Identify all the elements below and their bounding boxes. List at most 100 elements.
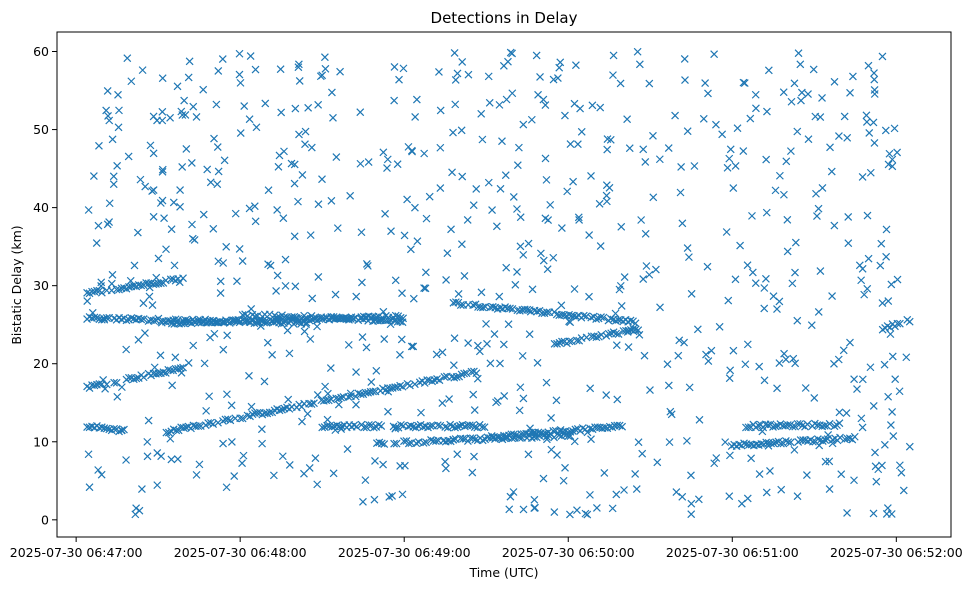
data-point — [222, 242, 231, 251]
data-point — [173, 82, 182, 91]
data-point — [639, 145, 648, 154]
data-point — [184, 73, 193, 82]
data-point — [559, 476, 568, 485]
data-point — [114, 90, 122, 99]
data-point — [294, 197, 302, 206]
data-point — [495, 292, 504, 301]
data-point — [469, 390, 478, 399]
data-point — [166, 366, 175, 375]
data-point — [814, 204, 823, 213]
data-point — [391, 424, 400, 433]
data-point — [359, 315, 368, 324]
data-point — [502, 432, 511, 441]
data-point — [264, 260, 272, 269]
data-point — [352, 292, 361, 301]
data-point — [252, 123, 261, 132]
data-point — [192, 113, 201, 121]
data-point — [460, 422, 469, 431]
data-point — [558, 337, 566, 346]
data-point — [392, 439, 401, 448]
data-point — [844, 239, 853, 248]
data-point — [687, 289, 696, 298]
data-point — [318, 71, 327, 80]
data-point — [440, 373, 449, 381]
data-point — [493, 396, 502, 405]
data-point — [153, 481, 162, 490]
data-point — [702, 350, 710, 359]
data-point — [406, 421, 415, 430]
data-point — [421, 268, 430, 277]
data-point — [616, 281, 625, 290]
data-point — [802, 471, 811, 479]
data-point — [675, 336, 684, 345]
data-point — [243, 411, 252, 420]
data-point — [346, 315, 355, 323]
data-point — [556, 58, 565, 67]
data-point — [399, 64, 408, 73]
data-point — [793, 419, 802, 428]
data-point — [542, 435, 551, 444]
data-point — [549, 253, 558, 262]
data-point — [496, 359, 504, 368]
x-axis-label: Time (UTC) — [468, 565, 538, 580]
data-point — [467, 367, 476, 376]
data-point — [725, 154, 734, 163]
data-point — [175, 278, 184, 287]
data-point — [775, 171, 784, 180]
data-point — [790, 445, 799, 454]
data-point — [83, 288, 91, 297]
data-point — [173, 455, 182, 463]
data-point — [549, 427, 558, 435]
data-point — [449, 361, 458, 370]
data-point — [761, 274, 770, 283]
data-point — [180, 96, 189, 105]
data-point — [844, 213, 853, 221]
data-point — [878, 299, 887, 308]
y-tick-label: 30 — [33, 278, 49, 293]
data-point — [115, 106, 123, 115]
data-point — [642, 262, 651, 270]
data-point — [199, 210, 208, 219]
data-point — [683, 127, 692, 136]
data-point — [327, 88, 336, 97]
data-point — [95, 141, 103, 150]
data-point — [741, 360, 750, 369]
data-point — [865, 129, 874, 137]
data-point — [263, 409, 272, 418]
data-point — [327, 196, 336, 205]
data-point — [425, 192, 434, 201]
data-point — [450, 49, 459, 57]
data-point — [135, 506, 144, 515]
data-point — [743, 261, 752, 270]
data-point — [788, 279, 797, 288]
data-point — [132, 374, 141, 383]
data-point — [620, 273, 629, 281]
data-point — [158, 107, 167, 116]
data-point — [176, 364, 185, 373]
data-point — [107, 279, 116, 288]
data-point — [275, 406, 284, 415]
data-point — [383, 164, 391, 172]
data-point — [871, 462, 880, 471]
data-point — [478, 436, 487, 445]
data-point — [331, 426, 340, 435]
data-point — [90, 313, 99, 322]
data-point — [663, 360, 672, 369]
data-point — [295, 77, 304, 85]
data-point — [219, 345, 228, 354]
data-point — [631, 470, 640, 478]
data-point — [115, 285, 123, 294]
data-point — [94, 221, 103, 230]
data-point — [488, 302, 497, 311]
data-point — [712, 454, 721, 462]
data-point — [557, 224, 566, 233]
data-point — [810, 394, 819, 402]
data-point — [246, 52, 255, 60]
data-point — [473, 374, 482, 383]
data-point — [132, 504, 141, 513]
data-point — [285, 349, 294, 358]
data-point — [105, 116, 114, 125]
data-point — [513, 205, 521, 213]
data-point — [603, 135, 612, 144]
data-point — [179, 423, 188, 432]
